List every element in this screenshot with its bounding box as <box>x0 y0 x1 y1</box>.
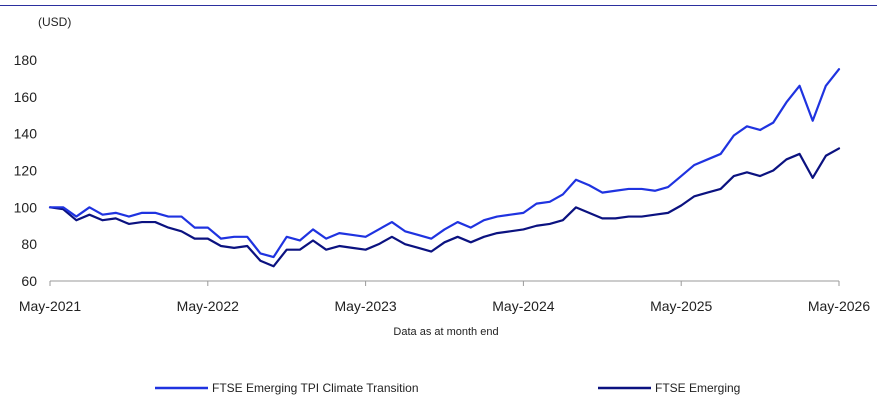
x-tick-label: May-2023 <box>334 298 396 314</box>
y-tick-label-100: 100 <box>14 199 38 215</box>
y-tick-label-120: 120 <box>14 163 38 179</box>
y-tick-label-80: 80 <box>21 236 37 252</box>
x-tick-label: May-2022 <box>177 298 239 314</box>
top-rule <box>0 5 877 6</box>
x-tick-label: May-2025 <box>650 298 712 314</box>
y-tick-label-160: 160 <box>14 89 38 105</box>
legend-label: FTSE Emerging <box>655 381 740 395</box>
y-tick-label-180: 180 <box>14 52 38 68</box>
y-unit-label: (USD) <box>38 15 71 29</box>
series-line <box>48 147 841 268</box>
chart-note: Data as at month end <box>393 326 498 338</box>
y-tick-label-60: 60 <box>21 273 37 289</box>
x-tick-label: May-2021 <box>19 298 81 314</box>
legend-label: FTSE Emerging TPI Climate Transition <box>212 381 419 395</box>
series-line <box>48 68 841 259</box>
x-tick-label: May-2026 <box>808 298 870 314</box>
y-tick-label-140: 140 <box>14 126 38 142</box>
x-tick-label: May-2024 <box>492 298 554 314</box>
